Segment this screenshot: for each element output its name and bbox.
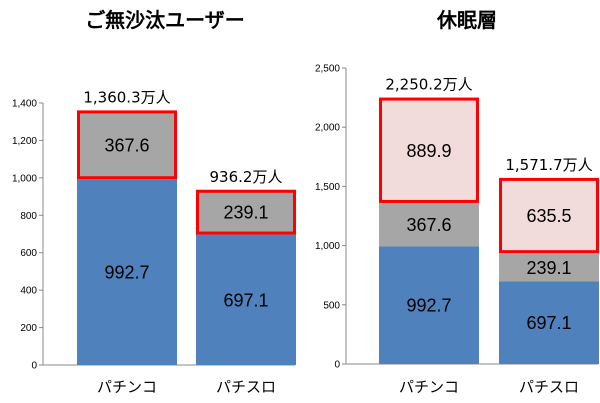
highlight-box (499, 177, 599, 254)
highlight-box (77, 110, 177, 180)
total-label: 1,360.3万人 (83, 88, 170, 106)
y-tick-label: 1,500 (315, 182, 340, 193)
y-tick-label: 200 (20, 323, 37, 334)
x-category-label: パチスロ (519, 378, 579, 396)
y-tick-label: 1,000 (12, 173, 37, 184)
data-label: 992.7 (104, 263, 149, 283)
data-label: 367.6 (406, 215, 451, 235)
bar-segment (379, 202, 479, 247)
y-tick-label: 600 (20, 248, 37, 259)
data-label: 697.1 (526, 313, 571, 333)
x-category-label: パチスロ (216, 378, 276, 396)
y-tick-label: 500 (323, 300, 340, 311)
y-tick-label: 0 (31, 361, 37, 372)
y-tick-label: 800 (20, 211, 37, 222)
highlight-box (379, 97, 479, 203)
bar-segment (77, 179, 177, 365)
y-tick-label: 0 (334, 360, 340, 371)
x-category-label: パチンコ (97, 378, 157, 396)
bar-segment (196, 189, 296, 235)
data-label: 697.1 (223, 290, 268, 310)
data-label: 635.5 (526, 206, 571, 226)
chart-dormant-users: ご無沙汰ユーザー 0 200 400 600 800 1,000 1,200 1,400 99… (12, 8, 296, 396)
data-label: 239.1 (223, 203, 268, 223)
y-tick-label: 400 (20, 286, 37, 297)
total-label: 936.2万人 (210, 168, 283, 186)
y-tick-label: 1,200 (12, 136, 37, 147)
y-tick-label: 1,400 (12, 99, 37, 110)
data-label: 992.7 (406, 296, 451, 316)
chart-dormant-layer: 休眠層 0 500 1,000 1,500 2,000 2,500 992.7 367.6 8… (315, 8, 599, 396)
data-label: 889.9 (406, 141, 451, 161)
bar-segment (77, 110, 177, 180)
total-label: 1,571.7万人 (505, 156, 592, 174)
data-label: 367.6 (104, 135, 149, 155)
data-label: 239.1 (526, 258, 571, 278)
bar-segment (379, 246, 479, 364)
total-label: 2,250.2万人 (385, 76, 472, 94)
x-category-label: パチンコ (399, 378, 459, 396)
bar-segment (196, 234, 296, 365)
y-tick-label: 1,000 (315, 241, 340, 252)
bar-segment (379, 97, 479, 203)
y-tick-label: 2,500 (315, 64, 340, 75)
chart-title: 休眠層 (436, 8, 497, 32)
highlight-box (196, 189, 296, 235)
bar-segment (499, 177, 599, 254)
bar-segment (499, 253, 599, 282)
bar-segment (499, 281, 599, 364)
y-tick-label: 2,000 (315, 123, 340, 134)
chart-title: ご無沙汰ユーザー (85, 8, 245, 32)
